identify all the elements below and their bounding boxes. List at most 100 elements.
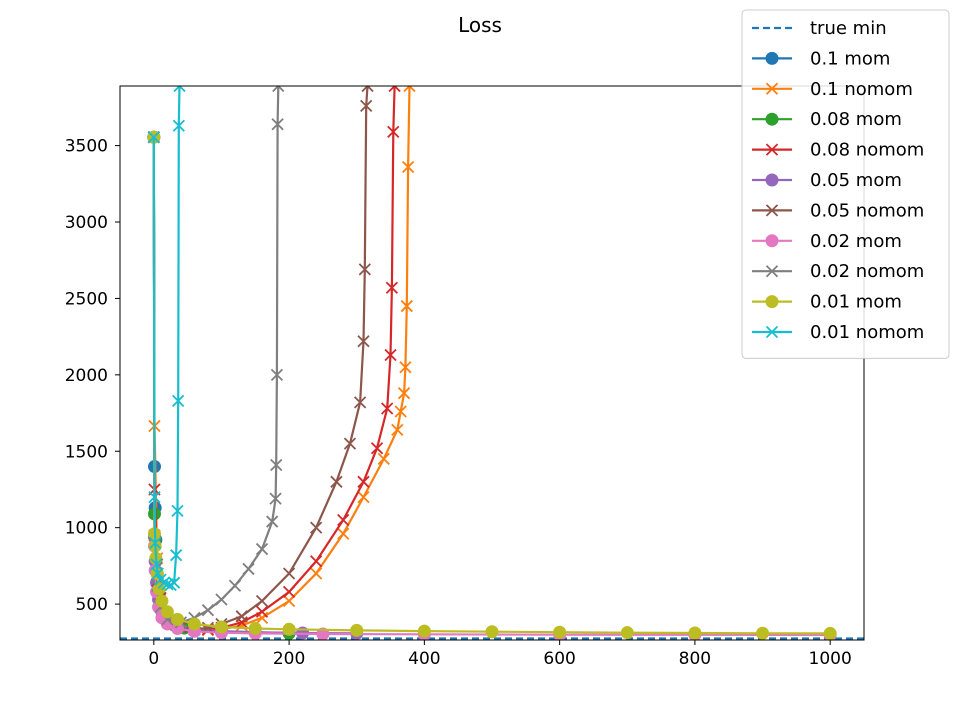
data-point-0-02-nomom [266, 515, 279, 528]
data-point-0-01-nomom [151, 567, 165, 580]
data-point-0-01-mom [160, 605, 174, 619]
data-point-0-01-mom [214, 620, 228, 634]
data-point-0-1-nomom [400, 299, 413, 313]
data-point-0-05-nomom [235, 610, 248, 623]
legend-marker-0-05-nomom [765, 204, 779, 217]
data-point-0-01-mom [688, 626, 702, 640]
legend-label-true-min: true min [810, 18, 887, 39]
data-point-0-01-nomom [149, 536, 162, 550]
legend-label-0-05-nomom: 0.05 nomom [810, 200, 924, 221]
data-point-0-1-nomom [337, 527, 350, 540]
data-point-0-1-nomom [377, 452, 390, 466]
data-point-0-05-nomom [282, 567, 296, 580]
plot-area [120, 86, 864, 640]
data-point-0-01-nomom [170, 549, 183, 562]
series-0-1-mom [147, 130, 296, 640]
legend-marker-0-1-nomom [765, 82, 779, 95]
data-point-0-01-mom [155, 594, 169, 608]
data-point-0-02-nomom [215, 593, 228, 606]
data-point-0-05-nomom [357, 335, 370, 348]
x-tick-label: 600 [543, 649, 575, 669]
data-point-0-02-nomom [255, 542, 269, 556]
y-tick-label: 3500 [65, 137, 108, 157]
data-point-0-01-mom [417, 624, 431, 638]
legend-label-0-08-nomom: 0.08 nomom [810, 140, 924, 161]
data-point-0-01-mom [248, 622, 262, 636]
y-tick-label: 2500 [65, 289, 108, 309]
data-point-0-05-nomom [358, 263, 371, 276]
data-point-0-1-nomom [401, 160, 415, 174]
x-tick-label: 400 [408, 649, 440, 669]
series-line-0-1-nomom [152, 86, 411, 632]
data-point-0-1-nomom [403, 86, 416, 93]
data-point-0-01-mom [282, 622, 296, 636]
data-point-0-02-mom [316, 627, 330, 640]
data-point-0-08-nomom [357, 475, 370, 488]
legend-label-0-05-mom: 0.05 mom [810, 170, 902, 191]
y-tick-label: 3000 [65, 213, 108, 233]
data-point-0-02-nomom [271, 118, 284, 131]
series-0-08-mom [147, 130, 296, 640]
chart-title: Loss [458, 13, 502, 37]
data-point-0-01-mom [756, 626, 770, 640]
x-tick-label: 200 [273, 649, 305, 669]
x-tick-label: 0 [148, 649, 159, 669]
legend-label-0-01-mom: 0.01 mom [810, 292, 902, 313]
data-point-0-01-mom [823, 626, 837, 640]
data-point-0-1-nomom [310, 567, 323, 580]
data-point-0-1-nomom [357, 490, 370, 504]
series-0-02-nomom [147, 86, 285, 629]
data-point-0-05-nomom [360, 99, 373, 113]
data-point-0-05-nomom [255, 594, 269, 608]
data-point-0-1-nomom [391, 423, 404, 436]
data-point-0-05-nomom [330, 475, 343, 488]
legend-box [741, 9, 950, 359]
series-line-0-02-nomom [152, 86, 280, 624]
data-point-0-01-nomom [173, 86, 186, 93]
data-point-0-05-nomom [343, 437, 357, 450]
data-point-0-01-mom [152, 582, 166, 596]
data-point-0-01-mom [350, 623, 364, 637]
data-point-0-08-nomom [384, 348, 397, 362]
data-point-0-02-nomom [270, 368, 284, 381]
data-point-0-01-mom [170, 612, 184, 626]
data-point-0-01-nomom [148, 490, 161, 504]
data-point-0-05-nomom [353, 396, 367, 409]
data-point-0-01-nomom [172, 119, 185, 132]
data-point-0-08-nomom [337, 513, 350, 527]
data-point-0-08-nomom [387, 125, 400, 138]
data-point-0-05-nomom [310, 521, 323, 534]
x-tick-label: 800 [679, 649, 711, 669]
legend-label-0-01-nomom: 0.01 nomom [810, 322, 924, 343]
data-point-0-01-nomom [167, 576, 181, 589]
legend-marker-0-08-mom [765, 112, 779, 126]
legend-label-0-1-nomom: 0.1 nomom [810, 79, 913, 100]
data-point-0-01-mom [553, 625, 567, 639]
legend-marker-0-01-nomom [765, 325, 779, 339]
series-line-0-08-nomom [152, 86, 396, 631]
data-point-0-1-nomom [399, 361, 412, 374]
data-point-0-08-nomom [310, 555, 323, 568]
legend-marker-0-1-mom [765, 51, 779, 65]
data-point-0-01-nomom [172, 394, 185, 407]
data-point-0-01-nomom [147, 131, 160, 144]
data-point-0-02-nomom [269, 492, 282, 505]
data-point-0-08-nomom [255, 605, 269, 618]
data-point-0-1-nomom [397, 387, 411, 400]
data-point-0-08-nomom [381, 402, 394, 415]
data-point-0-01-mom [485, 625, 499, 639]
series-0-01-nomom [147, 86, 186, 592]
data-point-0-01-nomom [171, 504, 184, 517]
data-point-0-02-nomom [201, 604, 215, 617]
legend-marker-0-01-mom [765, 295, 779, 309]
legend-marker-0-05-mom [765, 173, 779, 187]
data-point-0-01-mom [187, 617, 201, 631]
data-point-0-1-nomom [394, 405, 407, 418]
series-0-1-nomom [147, 86, 416, 637]
data-point-0-02-nomom [270, 458, 283, 472]
legend: true min 0.1 mom 0.1 nomom 0.08 mom 0.08 nom… [741, 9, 950, 359]
series-line-0-1-mom [152, 137, 290, 635]
data-point-0-05-nomom [361, 86, 374, 93]
series-0-01-mom [147, 130, 837, 640]
y-tick-label: 1000 [65, 519, 108, 539]
